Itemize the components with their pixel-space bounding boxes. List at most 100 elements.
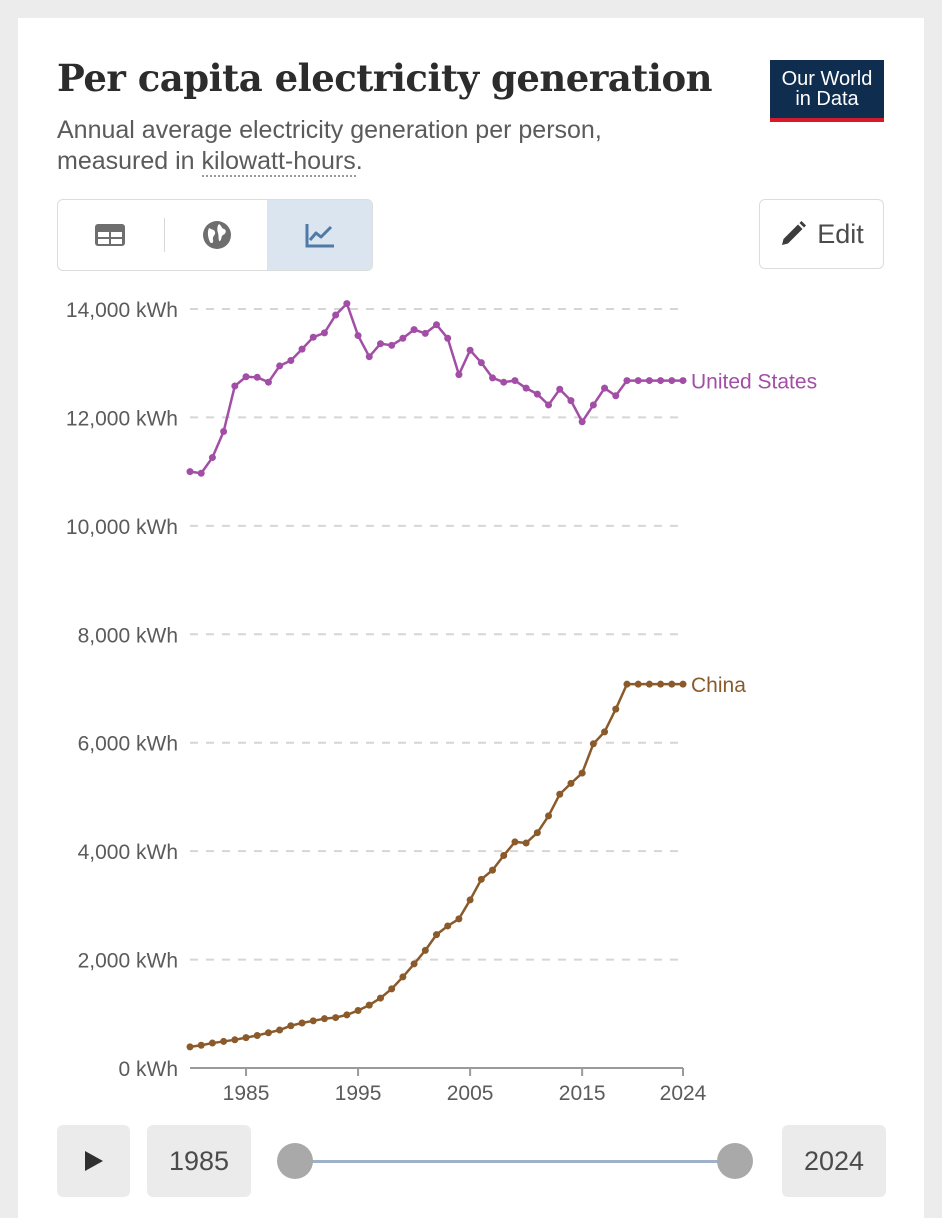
- kilowatt-hours-link[interactable]: kilowatt-hours: [201, 147, 356, 177]
- china-point: [556, 790, 564, 798]
- owid-logo[interactable]: Our World in Data: [770, 60, 884, 122]
- united-states-point: [376, 340, 384, 348]
- series-labels: United States China: [691, 371, 817, 698]
- china-point: [264, 1029, 272, 1037]
- timeline-track[interactable]: [295, 1160, 735, 1163]
- united-states-point: [556, 385, 564, 393]
- play-button[interactable]: [57, 1125, 130, 1197]
- united-states-point: [533, 390, 541, 398]
- united-states-label: United States: [691, 371, 817, 394]
- china-point: [623, 680, 631, 688]
- china-point: [645, 680, 653, 688]
- united-states-point: [668, 377, 676, 385]
- china-point: [567, 779, 575, 787]
- china-point: [231, 1036, 239, 1044]
- tab-chart[interactable]: [267, 200, 372, 270]
- x-axis-ticks: 1985 1995 2005 2015 2024: [190, 1067, 707, 1105]
- united-states-point: [354, 332, 362, 340]
- united-states-point: [612, 392, 620, 400]
- china-point: [399, 973, 407, 981]
- united-states-point: [220, 428, 228, 436]
- y-tick-label: 2,000 kWh: [78, 950, 178, 973]
- united-states-point: [477, 359, 485, 367]
- china-point: [578, 769, 586, 777]
- china-point: [276, 1026, 284, 1034]
- united-states-point: [287, 357, 295, 365]
- subtitle-prefix: measured in: [57, 147, 202, 175]
- china-point: [545, 812, 553, 820]
- end-year-box[interactable]: 2024: [782, 1125, 886, 1197]
- united-states-point: [500, 378, 508, 386]
- china-point: [500, 851, 508, 859]
- china-point: [522, 839, 530, 847]
- y-axis-ticks: 0 kWh 2,000 kWh 4,000 kWh 6,000 kWh 8,000 kW…: [66, 299, 178, 1081]
- united-states-point: [332, 311, 340, 319]
- start-year-box[interactable]: 1985: [147, 1125, 251, 1197]
- y-tick-label: 4,000 kWh: [78, 841, 178, 864]
- china-point: [466, 896, 474, 904]
- x-tick-label: 1995: [335, 1082, 382, 1105]
- grid-lines: [190, 308, 683, 961]
- china-point: [253, 1031, 261, 1039]
- subtitle-suffix: .: [355, 147, 363, 175]
- china-point: [511, 838, 519, 846]
- united-states-point: [343, 300, 351, 308]
- united-states-point: [410, 326, 418, 334]
- china-point: [354, 1007, 362, 1015]
- china-point: [421, 946, 429, 954]
- united-states-point: [511, 377, 519, 385]
- table-icon: [95, 224, 125, 246]
- china-point: [343, 1011, 351, 1019]
- china-label: China: [691, 674, 746, 697]
- china-point: [533, 829, 541, 837]
- start-year-handle[interactable]: [277, 1143, 313, 1179]
- x-tick-label: 1985: [223, 1082, 270, 1105]
- united-states-point: [455, 371, 463, 379]
- china-point: [298, 1019, 306, 1027]
- china-point: [220, 1037, 228, 1045]
- subtitle-line1: Annual average electricity generation pe…: [57, 116, 602, 144]
- united-states-point: [231, 382, 239, 390]
- china-point: [287, 1022, 295, 1030]
- united-states-point: [634, 377, 642, 385]
- united-states-line: [189, 302, 683, 475]
- united-states-point: [589, 401, 597, 409]
- china-point: [634, 680, 642, 688]
- china-point: [320, 1015, 328, 1023]
- y-tick-label: 6,000 kWh: [78, 733, 178, 756]
- united-states-point: [253, 373, 261, 381]
- view-tabs: [57, 199, 373, 271]
- united-states-point: [567, 397, 575, 405]
- play-icon: [84, 1151, 103, 1171]
- edit-label: Edit: [817, 218, 864, 249]
- y-tick-label: 14,000 kWh: [66, 299, 178, 322]
- china-point: [332, 1014, 340, 1022]
- pencil-icon: [782, 221, 807, 245]
- end-year-handle[interactable]: [717, 1143, 753, 1179]
- united-states-point: [545, 401, 553, 409]
- united-states-point: [399, 334, 407, 342]
- united-states-point: [645, 377, 653, 385]
- china-point: [208, 1039, 216, 1047]
- china-point: [186, 1043, 194, 1051]
- y-tick-label: 0 kWh: [118, 1058, 178, 1081]
- united-states-point: [444, 334, 452, 342]
- china-point: [444, 922, 452, 930]
- timeline-controls: 1985 2024: [0, 1120, 942, 1200]
- tab-table[interactable]: [58, 200, 162, 270]
- united-states-point: [264, 378, 272, 386]
- china-point: [388, 985, 396, 993]
- edit-button[interactable]: Edit: [759, 199, 884, 269]
- united-states-point: [421, 329, 429, 337]
- chart-subtitle: Annual average electricity generation pe…: [57, 115, 717, 177]
- tab-map[interactable]: [165, 200, 269, 270]
- united-states-point: [309, 333, 317, 341]
- logo-line1: Our World: [781, 68, 873, 90]
- china-point: [477, 875, 485, 883]
- logo-line2: in Data: [795, 88, 859, 110]
- china-line: [189, 682, 683, 1049]
- x-tick-label: 2005: [447, 1082, 494, 1105]
- line-chart: 0 kWh 2,000 kWh 4,000 kWh 6,000 kWh 8,000 kW…: [66, 299, 817, 1105]
- x-tick-label: 2015: [559, 1082, 606, 1105]
- united-states-point: [208, 454, 216, 462]
